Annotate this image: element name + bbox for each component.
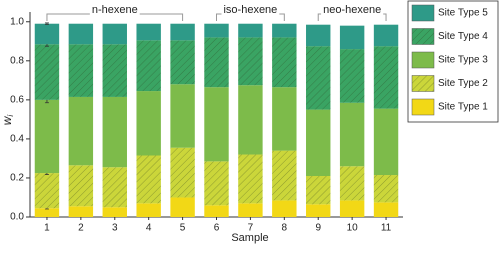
bar-hatch: [204, 37, 229, 88]
legend-hatch: [412, 28, 434, 45]
x-tick-label: 5: [180, 223, 186, 234]
group-label-bg: [89, 3, 140, 16]
bar-segment: [68, 23, 94, 45]
bar-segment: [136, 91, 161, 156]
bar-hatch: [136, 40, 161, 92]
bar-hatch: [272, 150, 297, 201]
legend-swatch: [411, 4, 435, 22]
legend-label: Site Type 5: [438, 8, 488, 19]
y-axis-title-main: w: [0, 115, 14, 125]
bar-segment: [136, 23, 161, 41]
bar-segment: [306, 109, 331, 176]
bar-hatch: [170, 147, 195, 198]
legend-hatch: [412, 75, 434, 92]
x-axis-title: Sample: [231, 232, 268, 244]
bar-hatch: [34, 173, 60, 209]
x-tick-label: 6: [214, 223, 220, 234]
bar-segment: [102, 207, 127, 217]
bar-segment: [170, 23, 195, 41]
bar-segment: [204, 87, 229, 162]
bar-segment: [339, 200, 365, 217]
group-label-bg: [321, 3, 384, 16]
bar-segment: [204, 205, 229, 217]
bar-segment: [373, 108, 399, 176]
x-tick-label: 4: [146, 223, 152, 234]
y-tick-label: 0.2: [10, 173, 24, 184]
bar-hatch: [339, 166, 365, 201]
y-axis-title-sub: i: [6, 115, 15, 117]
x-tick-label: 3: [112, 223, 118, 234]
bar-segment: [339, 102, 365, 167]
bar-hatch: [204, 161, 229, 206]
legend-swatch: [411, 98, 435, 116]
legend-label: Site Type 4: [438, 31, 488, 42]
bar-segment: [68, 206, 94, 217]
x-tick-label: 2: [78, 223, 84, 234]
y-tick-label: 0.4: [10, 134, 24, 145]
x-tick-label: 11: [381, 223, 392, 234]
bar-segment: [136, 203, 161, 217]
bar-segment: [272, 87, 297, 151]
bar-segment: [170, 197, 195, 217]
x-tick-label: 1: [44, 223, 50, 234]
bar-segment: [306, 204, 331, 217]
bar-hatch: [34, 44, 60, 100]
group-label: n-hexene: [92, 4, 138, 16]
bar-hatch: [102, 44, 127, 97]
bar-hatch: [339, 49, 365, 103]
bar-segment: [34, 99, 60, 174]
bar-segment: [204, 23, 229, 38]
legend-label: Site Type 2: [438, 78, 488, 89]
y-tick-label: 0.8: [10, 55, 24, 66]
bar-hatch: [68, 44, 94, 97]
bar-hatch: [238, 154, 263, 204]
y-tick-label: 0.0: [10, 212, 24, 223]
y-tick-label: 0.6: [10, 94, 24, 105]
bar-hatch: [68, 165, 94, 207]
bar-segment: [170, 84, 195, 148]
bar-segment: [339, 25, 365, 50]
error-bar: [44, 22, 49, 25]
bar-segment: [102, 96, 127, 168]
group-label-bg: [221, 3, 280, 16]
y-tick-label: 1.0: [10, 16, 24, 27]
bar-segment: [238, 203, 263, 217]
bar-hatch: [306, 176, 331, 205]
bar-hatch: [136, 155, 161, 204]
group-label: neo-hexene: [323, 4, 381, 16]
bar-hatch: [272, 37, 297, 88]
bar-hatch: [102, 167, 127, 208]
bar-segment: [373, 24, 399, 47]
bar-hatch: [238, 37, 263, 86]
y-axis-title: wi: [0, 115, 15, 126]
bar-segment: [34, 208, 60, 217]
x-tick-label: 10: [347, 223, 359, 234]
bar-segment: [68, 96, 94, 166]
bar-segment: [306, 24, 331, 47]
x-tick-label: 7: [248, 223, 254, 234]
bar-segment: [373, 202, 399, 217]
legend: Site Type 5 Site Type 4 Site Type 3 Site Ty…: [407, 0, 499, 123]
x-tick-label: 8: [282, 223, 288, 234]
legend-label: Site Type 3: [438, 55, 488, 66]
bar-segment: [272, 23, 297, 38]
bar-segment: [34, 23, 60, 45]
bar-segment: [238, 23, 263, 38]
legend-label: Site Type 1: [438, 102, 488, 113]
legend-swatch: [411, 51, 435, 69]
bar-hatch: [373, 46, 399, 109]
bar-hatch: [306, 46, 331, 110]
bar-segment: [238, 85, 263, 155]
group-label: iso-hexene: [223, 4, 277, 16]
bar-segment: [102, 23, 127, 45]
bar-segment: [272, 200, 297, 217]
bar-hatch: [170, 40, 195, 85]
bar-hatch: [373, 175, 399, 203]
x-tick-label: 9: [315, 223, 321, 234]
